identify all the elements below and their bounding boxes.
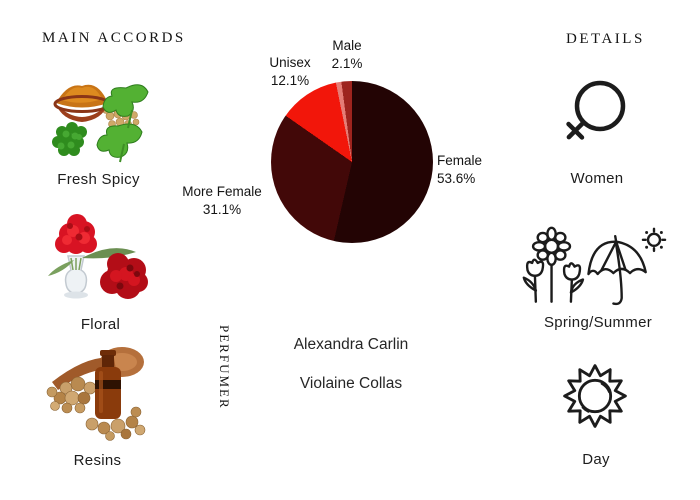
accord-label-fresh-spicy: Fresh Spicy bbox=[57, 171, 140, 188]
pie-label-more-female-pct: 31.1% bbox=[202, 202, 242, 217]
pie-label-more-female-name: More Female bbox=[182, 184, 262, 199]
female-symbol-icon bbox=[566, 80, 626, 140]
perfumer-name-2: Violaine Collas bbox=[299, 375, 403, 392]
flowers-umbrella-sun-icon bbox=[522, 226, 667, 306]
pie-label-unisex-name: Unisex bbox=[269, 55, 311, 70]
gender-pie-chart bbox=[271, 81, 433, 243]
accord-label-resins: Resins bbox=[73, 452, 122, 469]
red-carnations-vase-photo bbox=[48, 214, 148, 299]
detail-label-day: Day bbox=[582, 451, 610, 468]
main-accords-title: MAIN ACCORDS bbox=[42, 30, 186, 46]
pie-label-unisex-pct: 12.1% bbox=[270, 73, 310, 88]
sun-icon bbox=[563, 364, 627, 428]
perfumer-heading: PERFUMER bbox=[217, 325, 232, 410]
details-title: DETAILS bbox=[566, 31, 645, 47]
accord-label-floral: Floral bbox=[80, 316, 121, 333]
resin-chunks-amber-bottle-photo bbox=[46, 347, 146, 441]
spice-bowl-parsley-photo bbox=[52, 84, 149, 163]
pie-label-female-pct: 53.6% bbox=[437, 171, 476, 186]
pie-label-unisex: Unisex 12.1% bbox=[250, 54, 330, 90]
pie-label-male-name: Male bbox=[332, 38, 362, 53]
perfumer-name-1: Alexandra Carlin bbox=[293, 336, 409, 353]
pie-label-male-pct: 2.1% bbox=[331, 56, 363, 71]
detail-label-spring-summer: Spring/Summer bbox=[543, 314, 653, 331]
pie-label-more-female: More Female 31.1% bbox=[172, 183, 272, 219]
pie-label-female-name: Female bbox=[437, 153, 483, 168]
detail-label-women: Women bbox=[570, 170, 624, 187]
pie-label-male: Male 2.1% bbox=[307, 37, 387, 73]
pie-label-female: Female 53.6% bbox=[437, 152, 482, 188]
